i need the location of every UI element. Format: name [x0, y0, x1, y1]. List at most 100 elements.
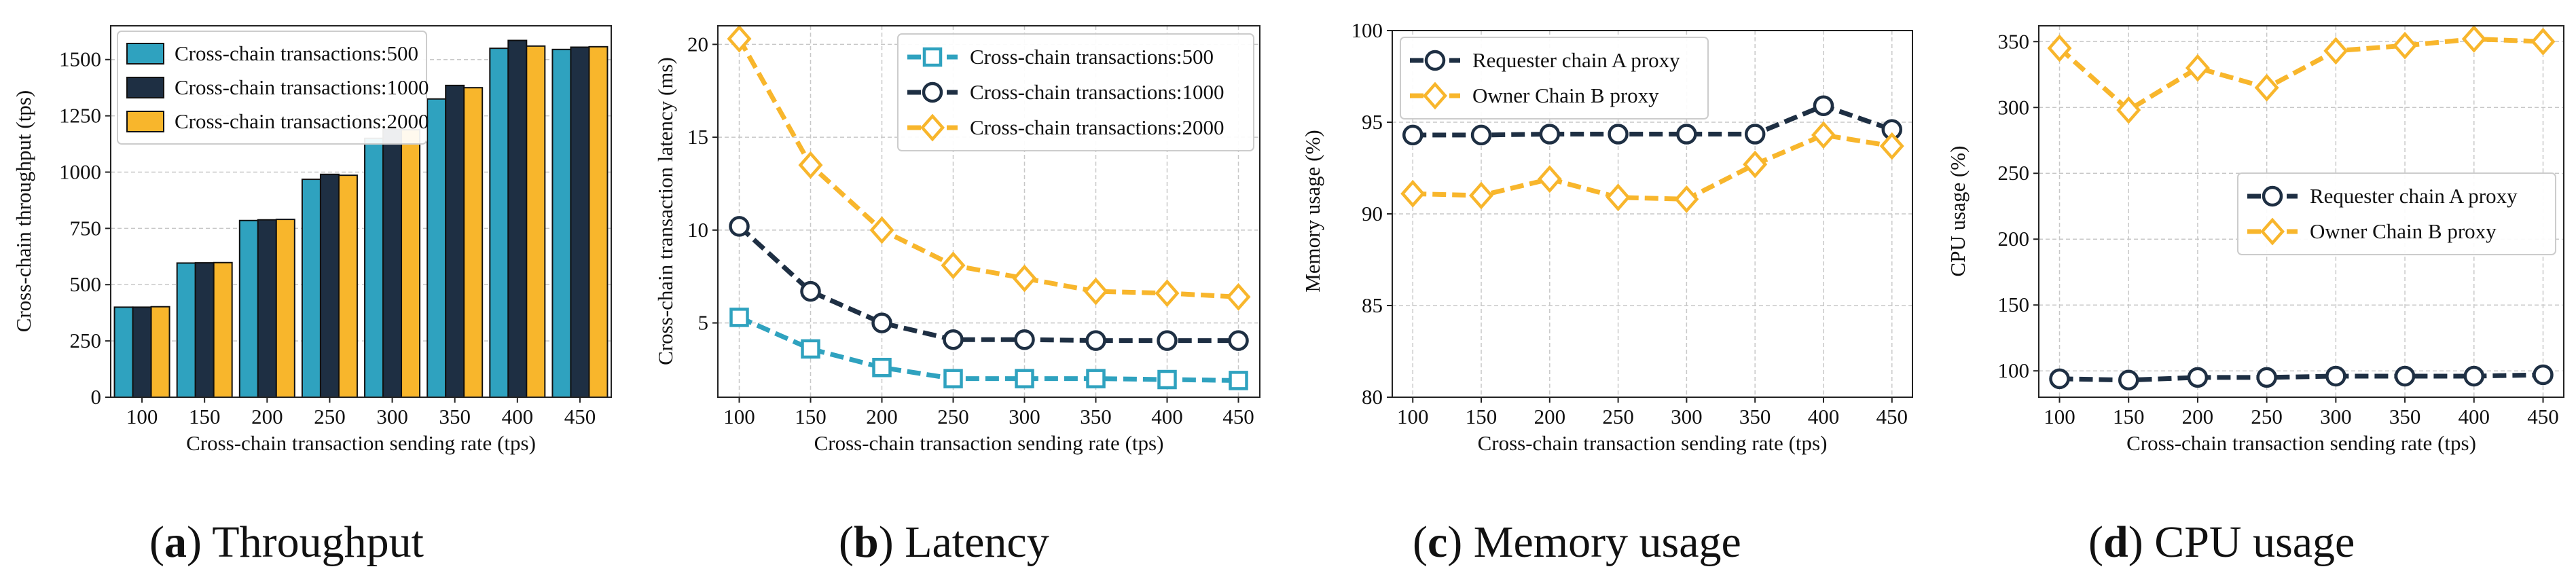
bar-cross-chain-transactions-500-300 [364, 137, 384, 398]
x-tick-label: 300 [1009, 405, 1040, 428]
point-requester-chain-a-proxy-200 [2187, 367, 2209, 388]
point-cross-chain-transactions-500-450 [1229, 371, 1248, 390]
x-tick-label: 150 [795, 405, 827, 428]
legend: Cross-chain transactions:500 Cross-chain … [897, 33, 1254, 151]
legend-item-cross-chain-transactions-1000: Cross-chain transactions:1000 [126, 75, 429, 99]
point-cross-chain-transactions-1000-450 [1228, 330, 1249, 351]
point-owner-chain-b-proxy-450 [1879, 132, 1904, 160]
legend-box [117, 31, 427, 145]
y-tick-label: 250 [1998, 161, 2030, 185]
x-tick-label: 350 [1080, 405, 1112, 428]
legend: Cross-chain transactions:500 Cross-chain … [117, 31, 429, 145]
x-tick-label: 250 [2251, 405, 2283, 428]
plot-frame [110, 25, 612, 398]
legend-box [2237, 172, 2556, 255]
point-cross-chain-transactions-1000-150 [800, 280, 821, 302]
point-requester-chain-a-proxy-300 [1676, 124, 1697, 145]
point-cross-chain-transactions-500-150 [801, 339, 820, 359]
point-cross-chain-transactions-1000-300 [1014, 329, 1035, 350]
caption-a: (a) Throughput [149, 517, 424, 567]
x-tick-label: 200 [866, 405, 898, 428]
point-cross-chain-transactions-1000-400 [1157, 330, 1178, 351]
bar-cross-chain-transactions-1000-450 [570, 46, 590, 398]
legend-label: Requester chain A proxy [1472, 48, 1680, 72]
legend-item-requester-chain-a-proxy: Requester chain A proxy [1410, 48, 1680, 72]
point-cross-chain-transactions-500-300 [1015, 369, 1034, 388]
point-requester-chain-a-proxy-250 [2256, 367, 2277, 388]
y-tick-label: 1000 [59, 160, 101, 183]
panel-latency: 5 10 15 20 100 150 200 250 300 350 400 450 Cross-cha… [653, 24, 1260, 455]
bar-cross-chain-transactions-1000-100 [132, 306, 152, 399]
legend-label: Cross-chain transactions:1000 [970, 80, 1224, 104]
y-axis-label: Cross-chain throughput (tps) [12, 90, 35, 332]
x-tick-label: 300 [1671, 405, 1703, 428]
plot-frame [2038, 25, 2564, 398]
bar-cross-chain-transactions-2000-350 [463, 87, 484, 399]
point-cross-chain-transactions-2000-450 [1226, 282, 1251, 311]
y-tick-label: 1500 [59, 48, 101, 71]
bar-cross-chain-transactions-2000-250 [338, 174, 358, 398]
legend-swatch [126, 111, 164, 132]
series-owner-chain-b-proxy [1400, 121, 1904, 213]
y-tick-label: 500 [70, 272, 102, 296]
point-owner-chain-b-proxy-350 [1743, 150, 1768, 179]
legend-marker [922, 47, 943, 67]
point-owner-chain-b-proxy-150 [1469, 181, 1494, 210]
bar-cross-chain-transactions-1000-400 [507, 39, 528, 399]
series-cross-chain-transactions-2000 [150, 45, 609, 399]
point-owner-chain-b-proxy-100 [2047, 34, 2072, 62]
point-owner-chain-b-proxy-400 [1811, 121, 1836, 149]
point-owner-chain-b-proxy-100 [1400, 179, 1426, 208]
legend-marker [2260, 217, 2285, 246]
point-owner-chain-b-proxy-450 [2530, 27, 2556, 56]
y-tick-label: 10 [687, 218, 708, 242]
line-cross-chain-transactions-1000 [738, 224, 1239, 344]
point-requester-chain-a-proxy-100 [1402, 124, 1423, 146]
x-tick-label: 100 [126, 405, 158, 428]
point-cross-chain-transactions-500-400 [1157, 369, 1177, 390]
point-cross-chain-transactions-500-200 [872, 357, 892, 378]
series-cross-chain-transactions-2000 [727, 24, 1251, 311]
legend-item-cross-chain-transactions-1000: Cross-chain transactions:1000 [907, 80, 1224, 104]
x-tick-label: 300 [376, 405, 408, 428]
legend: Requester chain A proxy Owner Chain B pro… [2237, 172, 2556, 255]
point-requester-chain-a-proxy-200 [1539, 124, 1561, 145]
x-axis-label: Cross-chain transaction sending rate (tp… [814, 431, 1164, 455]
x-tick-label: 100 [2044, 405, 2075, 428]
point-cross-chain-transactions-1000-200 [871, 312, 892, 333]
y-axis-label: Cross-chain transaction latency (ms) [653, 57, 677, 365]
bar-cross-chain-transactions-500-100 [113, 306, 134, 399]
bar-cross-chain-transactions-1000-150 [194, 262, 215, 398]
series-cross-chain-transactions-500 [729, 308, 1248, 390]
legend-label: Owner Chain B proxy [1472, 84, 1659, 107]
x-tick-label: 150 [1466, 405, 1498, 428]
y-tick-label: 150 [1998, 293, 2030, 316]
bar-cross-chain-transactions-2000-200 [275, 219, 295, 398]
line-owner-chain-b-proxy [1413, 132, 1893, 202]
bar-cross-chain-transactions-500-200 [238, 219, 259, 398]
y-tick-label: 1250 [59, 104, 101, 128]
axis-ticks: 0 250 500 750 1000 1250 1500 100 150 200 250 300 350… [59, 48, 596, 428]
bar-cross-chain-transactions-500-350 [427, 98, 447, 398]
y-tick-label: 95 [1362, 110, 1383, 134]
bar-cross-chain-transactions-500-250 [301, 179, 321, 398]
bar-cross-chain-transactions-500-400 [489, 48, 509, 399]
x-tick-label: 400 [502, 405, 534, 428]
point-owner-chain-b-proxy-350 [2393, 31, 2418, 60]
legend-swatch [126, 77, 164, 98]
series-requester-chain-a-proxy [1402, 95, 1903, 146]
x-tick-label: 250 [1602, 405, 1634, 428]
point-cross-chain-transactions-2000-200 [869, 216, 894, 244]
x-axis-label: Cross-chain transaction sending rate (tp… [2126, 431, 2476, 455]
point-cross-chain-transactions-1000-100 [729, 216, 750, 237]
point-owner-chain-b-proxy-150 [2116, 96, 2141, 124]
y-tick-label: 20 [687, 32, 708, 56]
bar-cross-chain-transactions-1000-200 [257, 219, 277, 398]
point-owner-chain-b-proxy-250 [2254, 73, 2279, 102]
line-requester-chain-a-proxy [2059, 372, 2543, 383]
point-requester-chain-a-proxy-300 [2325, 365, 2346, 387]
point-owner-chain-b-proxy-250 [1606, 183, 1631, 212]
x-tick-label: 400 [1151, 405, 1183, 428]
legend-label: Cross-chain transactions:2000 [175, 109, 429, 133]
x-tick-label: 100 [723, 405, 755, 428]
